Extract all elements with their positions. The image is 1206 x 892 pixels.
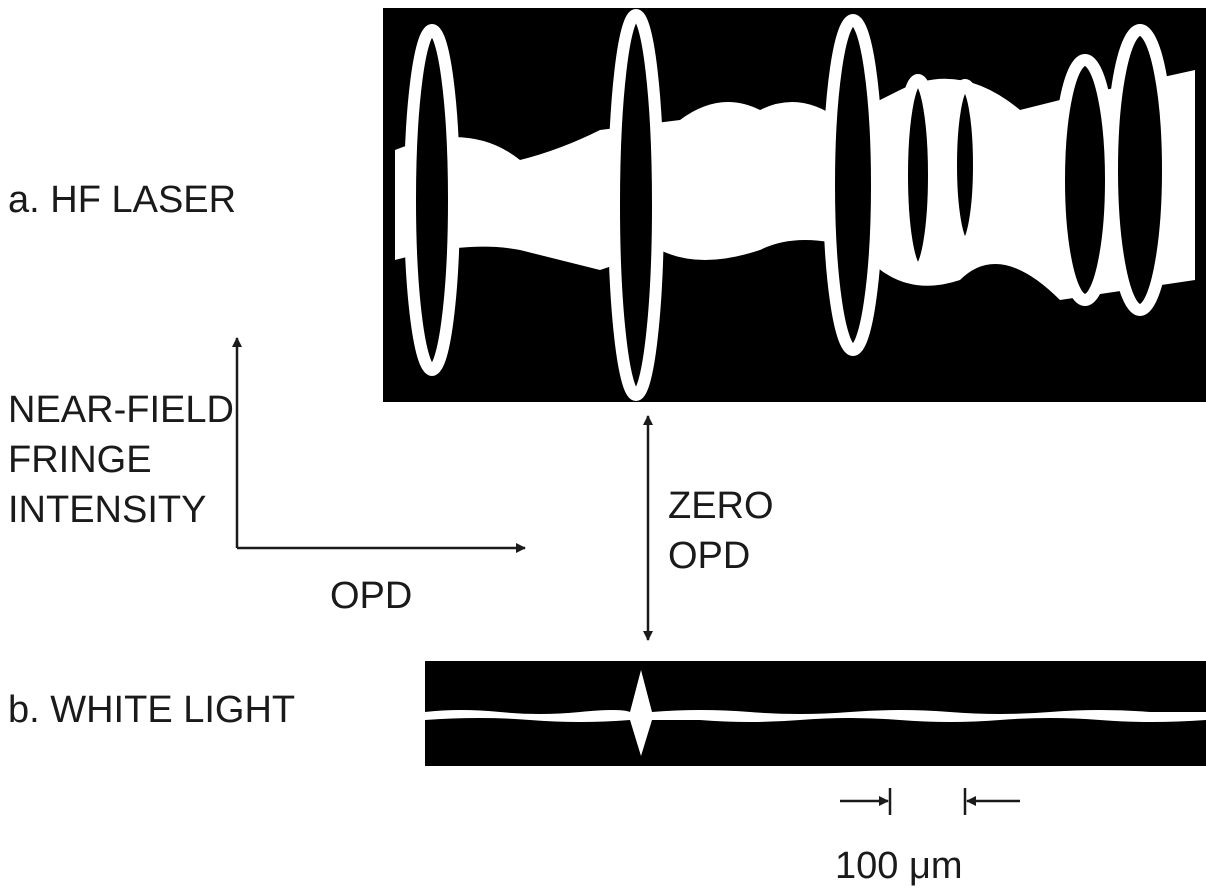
axis-label: FRINGE — [8, 439, 152, 481]
annotation: ZERO — [668, 485, 774, 527]
panel-label: b. WHITE LIGHT — [8, 689, 295, 731]
panel-label: a. HF LASER — [8, 179, 236, 221]
annotation: OPD — [668, 535, 750, 577]
scale-bar-label: 100 μm — [835, 845, 963, 887]
axis-label: INTENSITY — [8, 489, 206, 531]
white-light-image — [425, 661, 1206, 766]
hf-laser-image — [383, 8, 1206, 402]
axis-label: OPD — [330, 575, 412, 617]
axis-label: NEAR-FIELD — [8, 389, 234, 431]
